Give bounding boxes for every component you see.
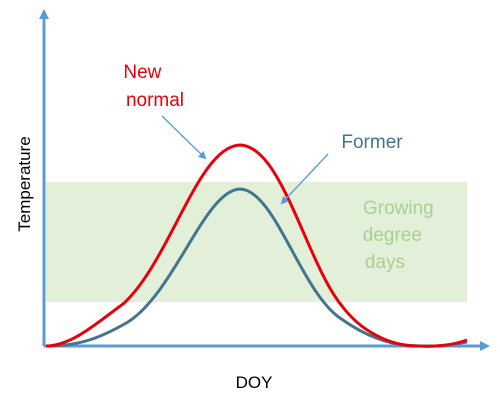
former-label: Former <box>341 132 403 153</box>
growing-degree-days-band <box>46 182 467 302</box>
x-axis-label: DOY <box>236 373 273 392</box>
new-normal-label: New normal <box>123 62 184 111</box>
y-axis-label: Temperature <box>15 136 34 231</box>
growing-degree-days-label: Growing degree days <box>363 198 439 273</box>
new-normal-callout-arrow <box>161 115 207 160</box>
new-normal-curve <box>45 143 468 348</box>
former-callout-arrow <box>280 153 329 205</box>
